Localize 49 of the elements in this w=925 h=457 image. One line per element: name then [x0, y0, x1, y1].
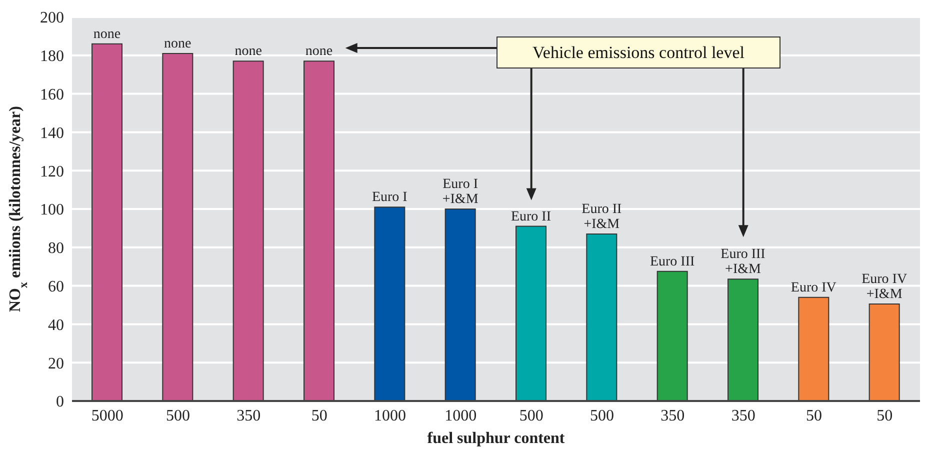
- y-tick-label: 180: [40, 48, 64, 66]
- y-tick-label: 0: [56, 394, 64, 411]
- y-tick-label: 20: [48, 355, 64, 372]
- data-label: Euro III +I&M: [720, 247, 766, 278]
- bar: [728, 278, 758, 401]
- y-tick-label: 80: [48, 240, 64, 258]
- data-label: Euro II +I&M: [582, 202, 622, 232]
- x-tick-label: 50: [876, 407, 893, 424]
- y-tick-label: 200: [40, 10, 64, 27]
- x-tick-label: 50: [311, 407, 328, 424]
- x-axis-title: fuel sulphur content: [427, 430, 566, 447]
- bar: [304, 60, 334, 401]
- bar: [92, 43, 122, 401]
- bar: [868, 304, 900, 401]
- data-label: Euro I: [372, 190, 408, 206]
- x-tick-label: 350: [236, 407, 261, 424]
- data-label: Euro III: [650, 254, 696, 270]
- x-tick-label: 350: [660, 407, 685, 424]
- y-tick-label: 140: [40, 124, 64, 142]
- bar: [798, 296, 830, 401]
- bar: [656, 270, 688, 401]
- y-tick-label: 100: [40, 202, 64, 219]
- y-tick-label: 60: [48, 278, 64, 296]
- data-label: Euro II: [510, 209, 552, 224]
- x-tick-label: 50: [806, 407, 822, 424]
- data-label: none: [305, 44, 333, 60]
- x-tick-label: 500: [590, 407, 614, 424]
- bar: [232, 60, 264, 401]
- x-tick-label: 500: [519, 407, 544, 424]
- data-label: Euro IV +I&M: [862, 272, 908, 302]
- data-label: none: [93, 26, 121, 42]
- bar: [516, 226, 546, 401]
- x-tick-label: 350: [731, 407, 756, 424]
- y-tick-label: 120: [40, 163, 64, 180]
- x-tick-label: 500: [166, 407, 190, 424]
- x-tick-label: 1000: [374, 407, 406, 424]
- data-label: none: [164, 36, 192, 52]
- bar: [586, 233, 618, 401]
- annotation: Vehicle emissions control level: [532, 43, 745, 62]
- bar: [162, 52, 194, 401]
- y-tick-label: 40: [48, 316, 64, 334]
- data-label: none: [234, 44, 262, 60]
- data-label: Euro IV: [790, 280, 836, 296]
- bar: [374, 206, 406, 401]
- data-label: Euro I +I&M: [442, 177, 479, 207]
- bar: [444, 208, 476, 401]
- x-tick-label: 1000: [444, 407, 477, 424]
- x-tick-label: 5000: [91, 407, 124, 424]
- y-tick-label: 160: [40, 86, 64, 104]
